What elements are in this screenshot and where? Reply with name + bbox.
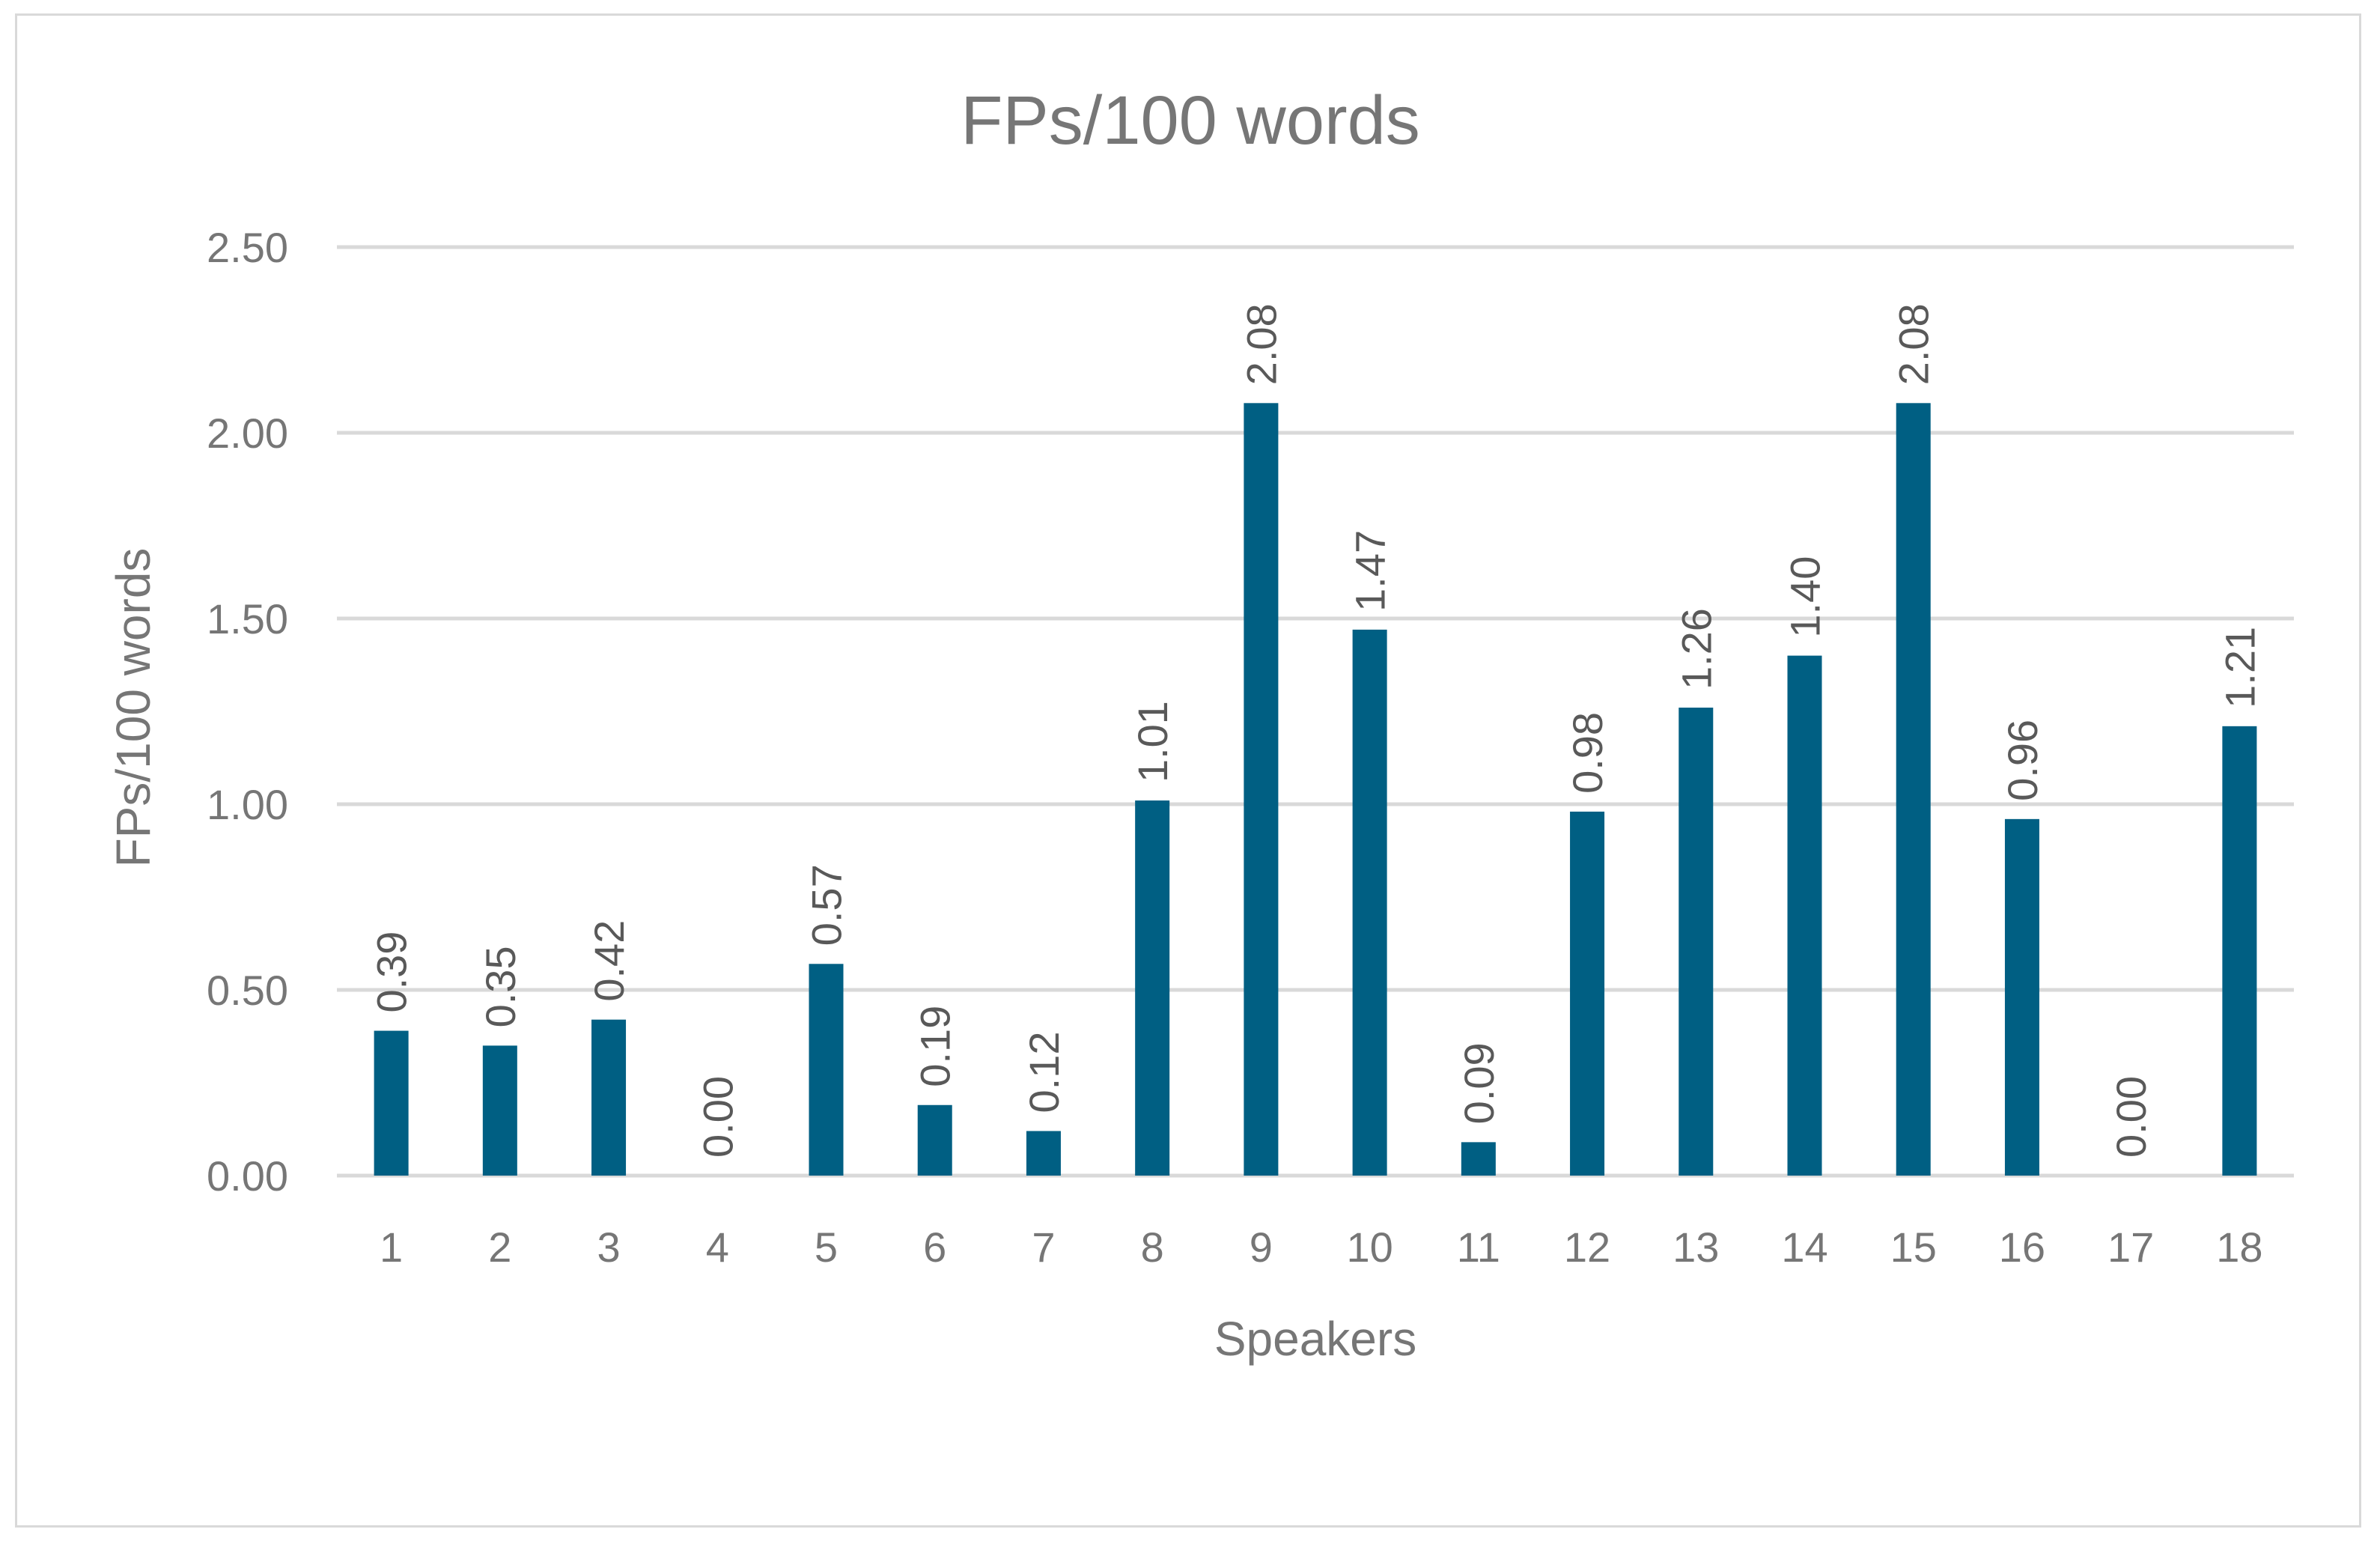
y-tick-label: 2.50 xyxy=(207,224,288,271)
data-label: 0.12 xyxy=(1020,1031,1068,1113)
x-tick-label: 3 xyxy=(597,1224,620,1271)
data-label: 2.08 xyxy=(1890,303,1938,385)
x-tick-label: 6 xyxy=(923,1224,946,1271)
data-label: 0.35 xyxy=(477,946,524,1027)
bar-speaker-15 xyxy=(1896,403,1931,1176)
x-tick-label: 9 xyxy=(1250,1224,1273,1271)
y-axis-ticks: 0.00 0.50 1.00 1.50 2.00 2.50 xyxy=(207,224,288,1200)
chart-frame xyxy=(15,13,2361,1528)
y-tick-label: 0.50 xyxy=(207,967,288,1014)
bar-speaker-11 xyxy=(1461,1142,1496,1176)
x-tick-label: 1 xyxy=(380,1224,403,1271)
data-label: 0.00 xyxy=(694,1076,741,1158)
data-label: 0.57 xyxy=(803,864,850,946)
data-label: 1.47 xyxy=(1347,530,1394,612)
bar-speaker-13 xyxy=(1679,708,1714,1176)
bar-speaker-9 xyxy=(1244,403,1279,1176)
data-label: 0.96 xyxy=(1999,720,2046,801)
y-tick-label: 2.00 xyxy=(207,410,288,457)
x-tick-label: 15 xyxy=(1890,1224,1937,1271)
bar-speaker-16 xyxy=(2004,818,2039,1176)
x-tick-label: 18 xyxy=(2216,1224,2262,1271)
x-tick-label: 8 xyxy=(1141,1224,1164,1271)
bar-speaker-5 xyxy=(809,964,844,1176)
x-axis-title: Speakers xyxy=(1214,1312,1416,1366)
x-tick-label: 17 xyxy=(2107,1224,2154,1271)
y-axis-title: FPs/100 words xyxy=(106,548,160,868)
bar-speaker-18 xyxy=(2222,726,2257,1176)
y-tick-label: 1.50 xyxy=(207,595,288,642)
data-label: 0.09 xyxy=(1455,1042,1503,1124)
x-tick-label: 11 xyxy=(1457,1224,1500,1271)
bar-speaker-8 xyxy=(1135,800,1170,1176)
data-label: 0.98 xyxy=(1564,712,1611,794)
data-label: 1.21 xyxy=(2216,627,2263,708)
x-tick-label: 7 xyxy=(1032,1224,1055,1271)
data-label: 1.40 xyxy=(1782,556,1829,638)
data-label: 0.19 xyxy=(912,1006,959,1087)
bar-speaker-12 xyxy=(1570,811,1605,1176)
x-tick-label: 12 xyxy=(1564,1224,1610,1271)
chart-title: FPs/100 words xyxy=(961,82,1420,159)
y-tick-label: 1.00 xyxy=(207,781,288,828)
bar-speaker-6 xyxy=(917,1104,952,1176)
bar-speaker-2 xyxy=(482,1045,517,1176)
x-tick-label: 5 xyxy=(815,1224,838,1271)
bar-speaker-7 xyxy=(1026,1131,1061,1176)
bar-speaker-1 xyxy=(374,1030,409,1176)
x-tick-label: 14 xyxy=(1781,1224,1827,1271)
data-labels: 0.39 0.35 0.42 0.00 0.57 0.19 0.12 1.01 2.08 1.47… xyxy=(368,303,2264,1158)
x-tick-label: 16 xyxy=(1999,1224,2045,1271)
bar-speaker-10 xyxy=(1352,629,1387,1176)
data-label: 2.08 xyxy=(1238,303,1285,385)
x-tick-label: 2 xyxy=(488,1224,511,1271)
bar-speaker-14 xyxy=(1787,655,1822,1176)
gridlines xyxy=(337,245,2294,1178)
bar-speaker-3 xyxy=(591,1019,627,1176)
bars xyxy=(374,403,2257,1176)
x-tick-label: 10 xyxy=(1346,1224,1393,1271)
data-label: 1.01 xyxy=(1129,701,1176,782)
data-label: 1.26 xyxy=(1673,608,1720,690)
data-label: 0.00 xyxy=(2107,1076,2155,1158)
x-tick-label: 4 xyxy=(706,1224,729,1271)
x-tick-label: 13 xyxy=(1673,1224,1719,1271)
data-label: 0.39 xyxy=(368,931,416,1013)
y-tick-label: 0.00 xyxy=(207,1152,288,1200)
data-label: 0.42 xyxy=(585,920,633,1002)
x-axis-ticks: 1 2 3 4 5 6 7 8 9 10 11 12 13 14 15 16 17 18 xyxy=(380,1224,2263,1271)
